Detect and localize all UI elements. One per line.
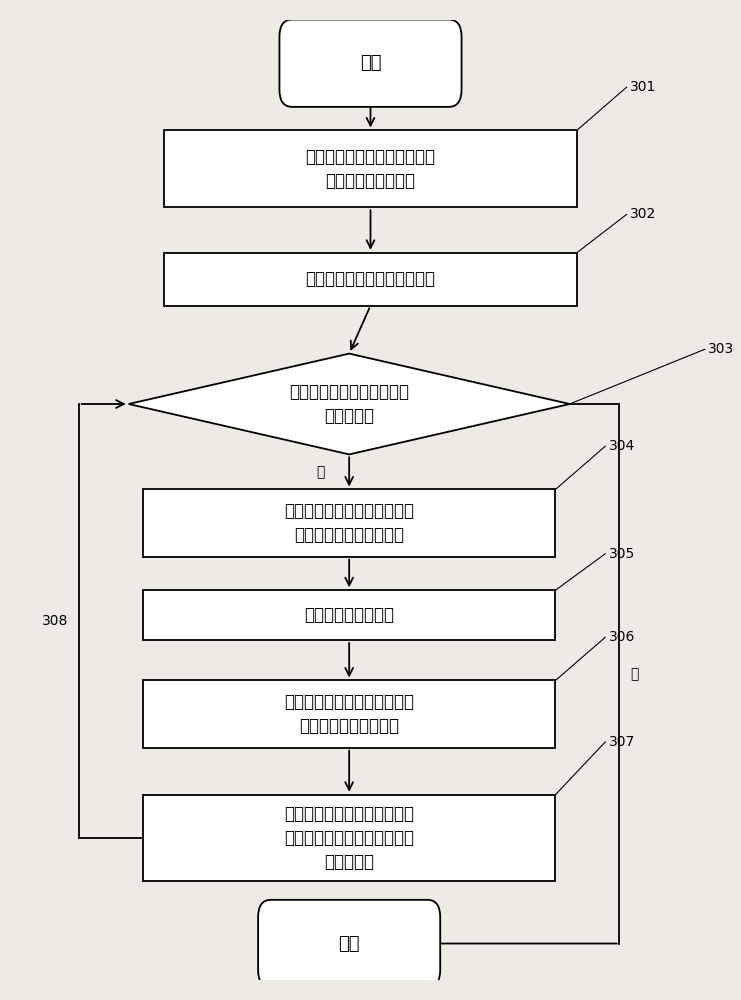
Text: 结束: 结束 [339,935,360,953]
Text: 是: 是 [316,465,325,479]
Bar [143,489,556,557]
Bar [143,680,556,748]
Text: 开始: 开始 [359,54,382,72]
Text: 遍历基础数据集中的数据，创
建数据块，并将信息添加至数
据块列表中: 遍历基础数据集中的数据，创 建数据块，并将信息添加至数 据块列表中 [284,805,414,871]
Text: 迭代器是否包含下一个业务
数据类型？: 迭代器是否包含下一个业务 数据类型？ [289,383,409,425]
Bar [143,590,556,640]
Bar [143,795,556,881]
Polygon shape [129,354,570,454]
Bar [165,253,576,306]
Text: 从该对象源数据表中读取基础
数据，形成基础数据集: 从该对象源数据表中读取基础 数据，形成基础数据集 [284,693,414,735]
Text: 303: 303 [708,342,734,356]
FancyBboxPatch shape [258,900,440,987]
Bar [165,130,576,207]
Text: 308: 308 [41,614,68,628]
Text: 否: 否 [630,667,639,681]
Text: 302: 302 [630,207,657,221]
Text: 307: 307 [609,735,635,749]
FancyBboxPatch shape [279,20,462,107]
Text: 305: 305 [609,547,635,561]
Text: 304: 304 [609,439,635,453]
Text: 获取业务数据类型列表迭代器: 获取业务数据类型列表迭代器 [305,270,436,288]
Text: 301: 301 [630,80,657,94]
Text: 根据配置文件，生成需要缓存
的业务数据类型列表: 根据配置文件，生成需要缓存 的业务数据类型列表 [305,148,436,190]
Text: 初始化对象基础信息: 初始化对象基础信息 [304,606,394,624]
Text: 创建业务内存对象，建立对象
基础信息区、数据块列表: 创建业务内存对象，建立对象 基础信息区、数据块列表 [284,502,414,544]
Text: 306: 306 [609,630,635,644]
